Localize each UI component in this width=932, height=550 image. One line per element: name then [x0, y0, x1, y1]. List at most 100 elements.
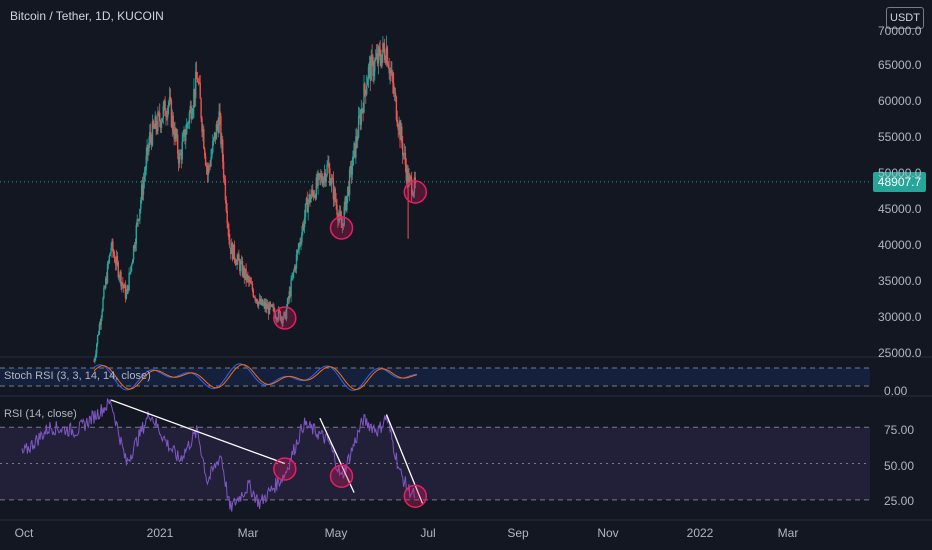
candle-body: [270, 304, 272, 306]
candle-body: [135, 225, 137, 245]
candle-body: [117, 262, 119, 278]
candle-body: [206, 167, 209, 175]
candle-body: [192, 108, 194, 115]
candle-body: [357, 137, 359, 141]
candle-body: [106, 264, 109, 283]
candle-body: [149, 132, 151, 143]
candle-body: [235, 262, 237, 265]
candle-body: [169, 96, 172, 101]
candle-body: [401, 126, 403, 143]
candle-body: [147, 145, 149, 152]
candle-body: [251, 283, 254, 291]
candle-body: [142, 180, 145, 195]
candle-body: [286, 298, 289, 308]
rsi-line: [21, 398, 415, 512]
candle-body: [360, 109, 362, 125]
candle-body: [304, 203, 307, 218]
candle-body: [128, 273, 130, 291]
candle-body: [265, 303, 267, 309]
candle-body: [295, 254, 298, 269]
candle-body: [200, 98, 202, 119]
candle-body: [113, 252, 115, 256]
candle-body: [150, 132, 152, 138]
candle-body: [167, 107, 169, 118]
candle-body: [198, 82, 200, 83]
candle-body: [164, 100, 166, 116]
candle-body: [157, 112, 159, 131]
candle-body: [388, 67, 390, 74]
rsi-tick-75: 75.00: [884, 423, 915, 437]
candle-body: [114, 262, 117, 265]
candle-body: [321, 175, 323, 181]
candle-body: [403, 152, 406, 154]
candle-body: [257, 302, 259, 306]
candle-body: [191, 114, 193, 119]
candle-body: [402, 142, 404, 156]
x-tick-2021: 2021: [146, 526, 174, 540]
candle-body: [229, 239, 231, 248]
candle-body: [249, 280, 251, 282]
candle-body: [363, 83, 365, 113]
candle-body: [172, 115, 174, 132]
candle-body: [260, 298, 263, 305]
candle-body: [94, 357, 96, 362]
candle-body: [237, 254, 239, 259]
price-tick-65000: 65000.0: [878, 58, 922, 72]
price-tick-30000: 30000.0: [878, 310, 922, 324]
candle-body: [374, 59, 376, 72]
candle-body: [226, 210, 228, 224]
candle-body: [133, 245, 136, 249]
candle-body: [145, 155, 147, 171]
candle-body: [178, 154, 181, 164]
candle-body: [349, 165, 352, 170]
stoch-tick-0: 0.00: [884, 384, 908, 398]
candle-body: [397, 125, 399, 130]
candle-body: [240, 262, 242, 272]
candle-body: [129, 272, 131, 274]
currency-button[interactable]: USDT: [886, 7, 924, 29]
candle-body: [278, 309, 281, 312]
candle-body: [148, 142, 150, 152]
candle-body: [331, 178, 334, 180]
candle-body: [120, 271, 122, 287]
candle-body: [204, 148, 206, 156]
candle-body: [297, 248, 299, 251]
candle-body: [152, 121, 155, 127]
candle-body: [323, 172, 326, 178]
stoch-rsi-label[interactable]: Stoch RSI (3, 3, 14, 14, close): [4, 370, 151, 382]
candle-body: [241, 261, 244, 276]
candle-body: [410, 176, 412, 179]
candle-body: [330, 184, 332, 186]
candle-body: [218, 111, 220, 133]
candle-body: [387, 64, 389, 68]
candle-body: [119, 271, 121, 278]
candle-body: [333, 188, 335, 200]
candle-body: [320, 175, 322, 178]
candle-body: [380, 60, 382, 66]
candle-body: [279, 311, 281, 321]
rsi-label[interactable]: RSI (14, close): [4, 408, 77, 420]
candle-body: [371, 54, 373, 58]
candle-body: [306, 198, 308, 213]
candle-body: [250, 283, 253, 285]
candle-body: [236, 258, 238, 265]
candle-body: [246, 275, 248, 281]
candle-body: [272, 306, 274, 308]
candle-body: [196, 79, 199, 83]
candle-body: [232, 244, 235, 260]
candle-body: [284, 311, 286, 313]
candle-body: [108, 255, 110, 263]
stoch-k-line: [93, 363, 417, 391]
candle-body: [254, 296, 256, 300]
candle-body: [383, 43, 385, 50]
candle-body: [300, 242, 302, 244]
candle-body: [325, 175, 327, 183]
candle-body: [168, 96, 171, 103]
candle-body: [103, 287, 105, 299]
candle-body: [170, 100, 173, 127]
candle-body: [406, 169, 408, 181]
candle-body: [411, 194, 414, 196]
candle-body: [176, 134, 178, 139]
candle-body: [365, 90, 367, 95]
